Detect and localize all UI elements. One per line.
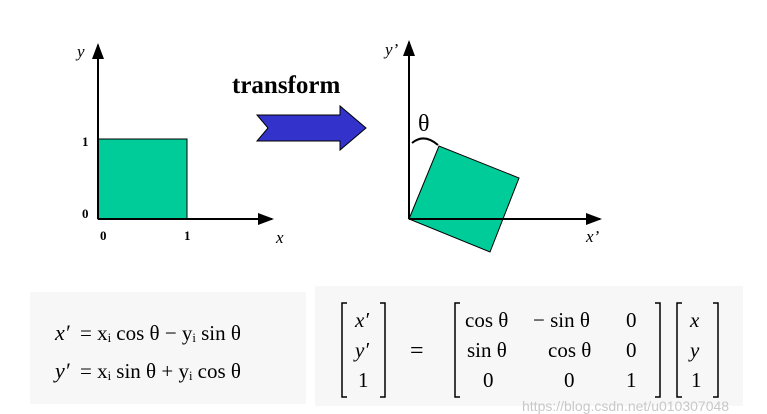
m22: 1 <box>626 368 637 392</box>
transform-arrow-icon <box>255 104 367 152</box>
x-axis-label: x <box>275 228 284 247</box>
watermark: https://blog.csdn.net/u010307048 <box>522 398 729 414</box>
m00: cos θ <box>465 308 508 332</box>
eq1-rhs: = xᵢ cos θ − yᵢ sin θ <box>80 321 241 345</box>
transform-label: transform <box>232 72 340 99</box>
equation-box <box>30 292 306 404</box>
rhs-x: x <box>689 308 700 332</box>
m01: − sin θ <box>533 308 590 332</box>
m02: 0 <box>626 308 637 332</box>
x-tick-0: 0 <box>100 228 107 243</box>
rhs-1: 1 <box>691 368 702 392</box>
m21: 0 <box>564 368 575 392</box>
m12: 0 <box>626 338 637 362</box>
equals-sign: = <box>410 338 424 364</box>
m10: sin θ <box>467 338 507 362</box>
y-axis-label: y <box>75 42 85 61</box>
matrix-brackets <box>341 302 719 398</box>
x-prime-label: x’ <box>585 227 600 246</box>
rotated-square <box>408 145 520 253</box>
y-prime-label: y’ <box>383 40 399 59</box>
m20: 0 <box>483 368 494 392</box>
angle-arc <box>411 137 439 146</box>
rhs-y: y <box>688 338 700 362</box>
x-tick-1: 1 <box>184 228 191 243</box>
matrix-box <box>315 286 743 406</box>
lhs-1: 1 <box>358 368 369 392</box>
theta-label: θ <box>418 111 430 137</box>
m11: cos θ <box>548 338 591 362</box>
eq2-lhs: y′ <box>53 358 71 383</box>
y-tick-1: 1 <box>82 134 89 149</box>
eq2-rhs: = xᵢ sin θ + yᵢ cos θ <box>80 359 241 383</box>
eq1-lhs: x′ <box>54 320 71 345</box>
lhs-x: x′ <box>354 308 369 332</box>
lhs-y: y′ <box>353 338 369 362</box>
y-tick-0: 0 <box>82 206 89 221</box>
unit-square <box>97 138 188 220</box>
